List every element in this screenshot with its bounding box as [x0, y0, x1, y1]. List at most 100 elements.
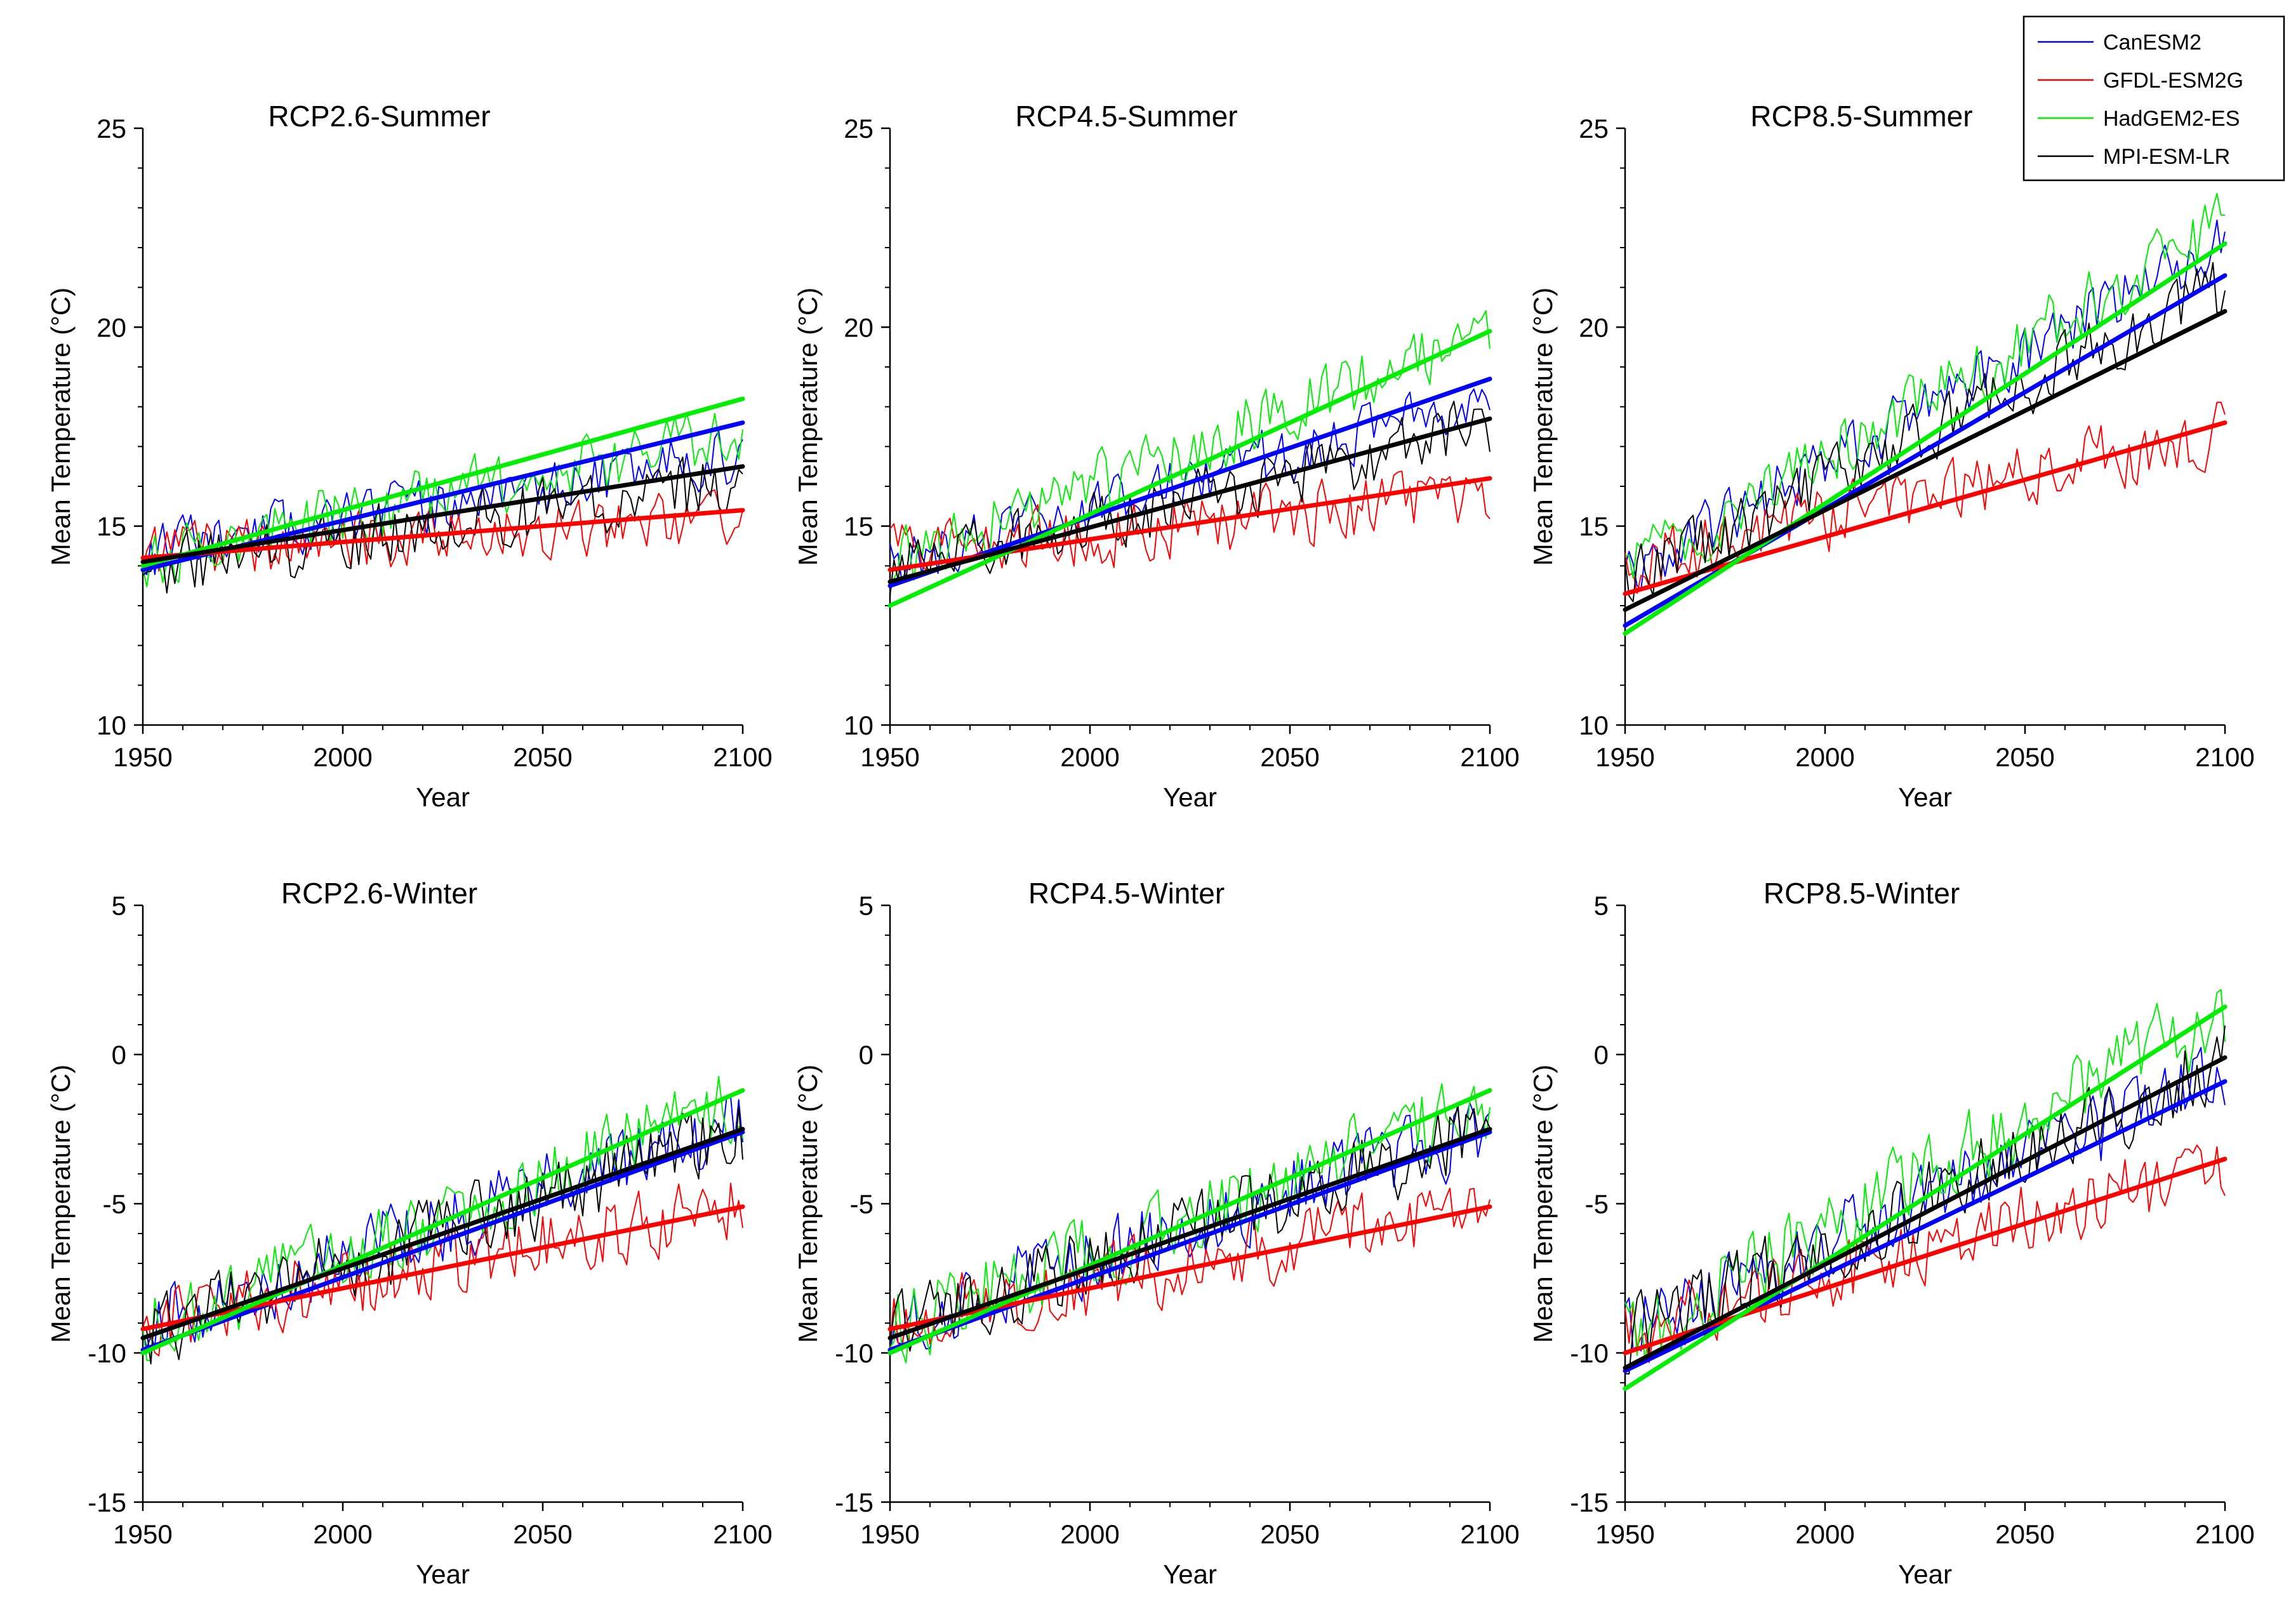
x-axis-title: Year: [416, 782, 470, 812]
chart-panel-5: -15 -10 -5 0 5 1950 2000 2050 2100 RCP4.5-Winter Y…: [793, 877, 1520, 1589]
y-tick-label: 5: [859, 891, 873, 921]
trend-line-gfdl-esm2g: [140, 508, 745, 561]
x-axis-title: Year: [1163, 782, 1217, 812]
x-tick-label: 2050: [1995, 1519, 2054, 1549]
trend-line-canesm2: [140, 1129, 745, 1352]
x-tick-label: 1950: [860, 1519, 919, 1549]
legend-label: MPI-ESM-LR: [2103, 145, 2230, 169]
series-line-mpi-esm-lr: [1624, 1025, 2226, 1374]
series-line-hadgem2-es: [889, 310, 1491, 592]
y-tick-label: 25: [844, 114, 873, 143]
chart-panel-6: -15 -10 -5 0 5 1950 2000 2050 2100 RCP8.5-Winter Y…: [1528, 877, 2255, 1589]
trend-line-gfdl-esm2g: [887, 1204, 1492, 1331]
legend-label: CanESM2: [2103, 30, 2201, 55]
trend-line-mpi-esm-lr: [887, 1127, 1492, 1340]
x-tick-label: 2100: [1460, 742, 1519, 772]
y-tick-label: -15: [835, 1488, 873, 1517]
y-tick-label: -5: [103, 1189, 126, 1219]
x-tick-label: 2100: [2195, 1519, 2254, 1549]
x-tick-label: 2000: [1060, 1519, 1119, 1549]
y-tick-label: 15: [1579, 512, 1609, 542]
chart-panel-4: -15 -10 -5 0 5 1950 2000 2050 2100 RCP2.6-Winter Y…: [46, 877, 773, 1589]
x-tick-label: 2100: [2195, 742, 2254, 772]
chart-panel-1: 10 15 20 25 1950 2000 2050 2100 RCP2.6-Summer Yea…: [46, 100, 773, 812]
trend-line-hadgem2-es: [887, 1088, 1492, 1355]
y-tick-label: -10: [835, 1338, 873, 1368]
y-tick-label: 10: [844, 710, 873, 740]
y-tick-label: 25: [96, 114, 126, 143]
x-tick-label: 2000: [1060, 742, 1119, 772]
panel-title: RCP4.5-Winter: [1028, 877, 1225, 910]
x-tick-label: 2100: [713, 1519, 772, 1549]
trend-line-hadgem2-es: [1623, 1004, 2228, 1391]
x-tick-label: 2100: [1460, 1519, 1519, 1549]
series-line-gfdl-esm2g: [142, 489, 743, 572]
y-tick-label: -10: [88, 1338, 126, 1368]
y-tick-label: 0: [859, 1040, 873, 1070]
y-axis-title: Mean Temperature (°C): [1528, 1065, 1558, 1343]
x-axis-title: Year: [1898, 1559, 1952, 1589]
y-tick-label: -15: [88, 1488, 126, 1517]
series-line-hadgem2-es: [1624, 192, 2226, 579]
series-line-mpi-esm-lr: [1624, 262, 2226, 602]
trend-line-canesm2: [887, 376, 1492, 589]
y-tick-label: 5: [112, 891, 126, 921]
trend-line-mpi-esm-lr: [1623, 1055, 2228, 1370]
y-tick-label: -10: [1570, 1338, 1609, 1368]
panel-title: RCP8.5-Winter: [1763, 877, 1960, 910]
legend-label: GFDL-ESM2G: [2103, 69, 2243, 93]
y-tick-label: -5: [850, 1189, 873, 1219]
y-axis-title: Mean Temperature (°C): [793, 1065, 823, 1343]
x-tick-label: 2050: [1995, 742, 2054, 772]
series-line-mpi-esm-lr: [889, 401, 1491, 596]
x-axis-title: Year: [1163, 1559, 1217, 1589]
y-axis-title: Mean Temperature (°C): [46, 1065, 76, 1343]
legend: CanESM2 GFDL-ESM2G HadGEM2-ES MPI-ESM-LR: [2022, 15, 2285, 182]
trend-line-hadgem2-es: [140, 396, 745, 568]
y-tick-label: 5: [1594, 891, 1609, 921]
y-tick-label: 25: [1579, 114, 1609, 143]
trend-line-hadgem2-es: [887, 329, 1492, 608]
x-tick-label: 2050: [513, 742, 572, 772]
trend-line-mpi-esm-lr: [140, 464, 745, 564]
trend-line-mpi-esm-lr: [1623, 309, 2228, 612]
y-tick-label: 20: [1579, 312, 1609, 342]
chart-panel-3: 10 15 20 25 1950 2000 2050 2100 RCP8.5-Summer Yea…: [1528, 100, 2255, 812]
y-tick-label: 10: [96, 710, 126, 740]
trend-line-gfdl-esm2g: [1623, 1157, 2228, 1355]
y-tick-label: -15: [1570, 1488, 1609, 1517]
series-line-gfdl-esm2g: [1624, 401, 2226, 594]
y-tick-label: 10: [1579, 710, 1609, 740]
y-tick-label: 20: [96, 312, 126, 342]
x-tick-label: 2000: [1795, 742, 1854, 772]
series-line-mpi-esm-lr: [142, 456, 743, 594]
x-tick-label: 1950: [113, 1519, 172, 1549]
x-tick-label: 2100: [713, 742, 772, 772]
y-tick-label: 15: [844, 512, 873, 542]
x-tick-label: 2050: [1260, 1519, 1319, 1549]
x-tick-label: 2050: [513, 1519, 572, 1549]
y-tick-label: 20: [844, 312, 873, 342]
x-tick-label: 1950: [1595, 742, 1654, 772]
trend-line-canesm2: [887, 1129, 1492, 1352]
trend-line-mpi-esm-lr: [887, 416, 1492, 584]
panel-title: RCP2.6-Winter: [281, 877, 477, 910]
y-axis-title: Mean Temperature (°C): [1528, 288, 1558, 566]
x-tick-label: 2000: [313, 1519, 372, 1549]
x-tick-label: 2000: [1795, 1519, 1854, 1549]
x-tick-label: 2000: [313, 742, 372, 772]
panel-title: RCP8.5-Summer: [1750, 100, 1972, 133]
series-line-canesm2: [142, 430, 743, 576]
panel-title: RCP2.6-Summer: [268, 100, 490, 133]
series-line-hadgem2-es: [1624, 988, 2226, 1362]
trend-line-hadgem2-es: [140, 1088, 745, 1355]
y-axis-title: Mean Temperature (°C): [46, 288, 76, 566]
y-tick-label: 0: [112, 1040, 126, 1070]
y-axis-title: Mean Temperature (°C): [793, 288, 823, 566]
chart-panel-2: 10 15 20 25 1950 2000 2050 2100 RCP4.5-Summer Yea…: [793, 100, 1520, 812]
series-line-canesm2: [1624, 219, 2226, 590]
x-tick-label: 2050: [1260, 742, 1319, 772]
y-tick-label: 15: [96, 512, 126, 542]
x-axis-title: Year: [1898, 782, 1952, 812]
